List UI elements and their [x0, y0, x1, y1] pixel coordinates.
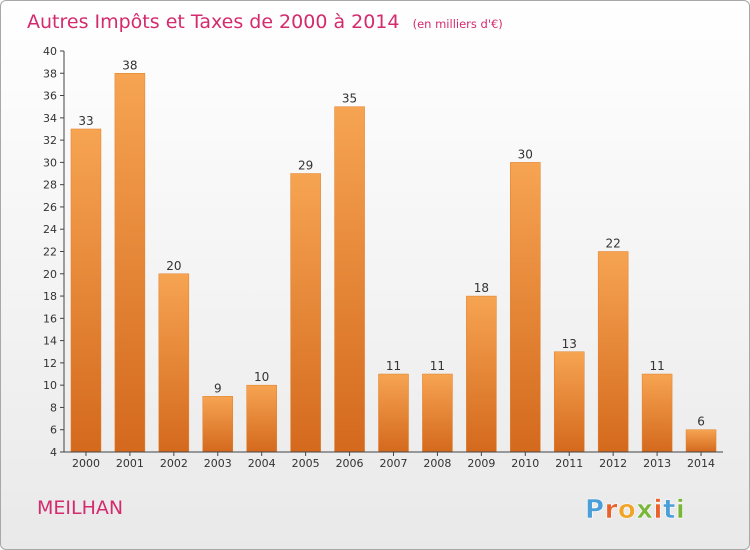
- y-tick-label: 36: [43, 90, 57, 103]
- y-tick-label: 38: [43, 67, 57, 80]
- bar-2000: [70, 128, 102, 453]
- y-tick-label: 12: [43, 357, 57, 370]
- value-label-2001: 38: [122, 58, 137, 72]
- bar-2009: [466, 295, 497, 453]
- x-axis: 2000 2001 2002 2003 2004 2005 2006 2007 2008 2009…: [64, 451, 723, 470]
- y-tick-label: 6: [50, 424, 57, 437]
- x-tick-label-2011: 2011: [555, 457, 583, 470]
- bar-2001: [114, 73, 146, 453]
- bar-2011: [553, 351, 585, 453]
- value-label-2004: 10: [254, 370, 269, 384]
- x-tick-label-2000: 2000: [72, 457, 100, 470]
- x-tick-label-2009: 2009: [467, 457, 495, 470]
- bar-2003: [202, 396, 234, 453]
- bar-2005: [290, 173, 321, 453]
- value-label-2010: 30: [518, 147, 533, 161]
- bar-2006: [334, 106, 365, 453]
- commune-name: MEILHAN: [37, 497, 123, 519]
- x-tick-label-2005: 2005: [292, 457, 320, 470]
- bar-2002: [158, 273, 190, 453]
- y-tick-label: 22: [43, 246, 57, 259]
- x-tick-label-2014: 2014: [687, 457, 715, 470]
- proxiti-logo[interactable]: Proxiti: [585, 495, 685, 526]
- value-label-2013: 11: [649, 359, 664, 373]
- bar-2004: [246, 384, 277, 453]
- y-tick-label: 14: [43, 335, 57, 348]
- bar-2008: [422, 373, 453, 453]
- y-tick-label: 8: [50, 401, 57, 414]
- y-tick-label: 20: [43, 268, 57, 281]
- x-tick-label-2001: 2001: [116, 457, 144, 470]
- x-tick-label-2002: 2002: [160, 457, 188, 470]
- y-tick-label: 18: [43, 290, 57, 303]
- value-label-2014: 6: [697, 415, 705, 429]
- value-label-2002: 20: [166, 259, 181, 273]
- x-tick-label-2003: 2003: [204, 457, 232, 470]
- value-label-2008: 11: [430, 359, 445, 373]
- value-label-2007: 11: [386, 359, 401, 373]
- value-label-2011: 13: [562, 337, 577, 351]
- value-label-2006: 35: [342, 92, 357, 106]
- bar-2014: [685, 429, 717, 453]
- x-tick-label-2013: 2013: [643, 457, 671, 470]
- x-tick-label-2008: 2008: [423, 457, 451, 470]
- x-tick-label-2010: 2010: [511, 457, 539, 470]
- y-tick-label: 40: [43, 45, 57, 58]
- y-tick-label: 4: [50, 446, 57, 459]
- y-tick-label: 24: [43, 223, 57, 236]
- value-label-2012: 22: [606, 237, 621, 251]
- y-tick-label: 34: [43, 112, 57, 125]
- y-tick-label: 28: [43, 179, 57, 192]
- bars-group: 33 38 20 9 10 29 35 11 11 18 30 13 22 11 6: [70, 58, 717, 453]
- value-label-2000: 33: [78, 114, 93, 128]
- y-tick-label: 32: [43, 134, 57, 147]
- y-tick-label: 16: [43, 312, 57, 325]
- y-tick-label: 10: [43, 379, 57, 392]
- value-label-2009: 18: [474, 281, 489, 295]
- x-tick-label-2004: 2004: [248, 457, 276, 470]
- value-label-2005: 29: [298, 159, 313, 173]
- y-tick-label: 30: [43, 156, 57, 169]
- bar-2012: [597, 251, 629, 453]
- x-tick-label-2012: 2012: [599, 457, 627, 470]
- chart-title: Autres Impôts et Taxes de 2000 à 2014 (e…: [27, 11, 503, 33]
- x-tick-label-2007: 2007: [380, 457, 408, 470]
- y-tick-label: 26: [43, 201, 57, 214]
- y-axis: 4 6 8 10 12 14 16 18 20 22 24 26 28 30 32 34 36 38 40: [43, 45, 65, 459]
- x-tick-label-2006: 2006: [336, 457, 364, 470]
- logo-text: Proxiti: [585, 495, 685, 525]
- value-label-2003: 9: [214, 381, 222, 395]
- bar-2013: [641, 373, 673, 453]
- bar-2007: [378, 373, 409, 453]
- bar-2010: [510, 162, 541, 453]
